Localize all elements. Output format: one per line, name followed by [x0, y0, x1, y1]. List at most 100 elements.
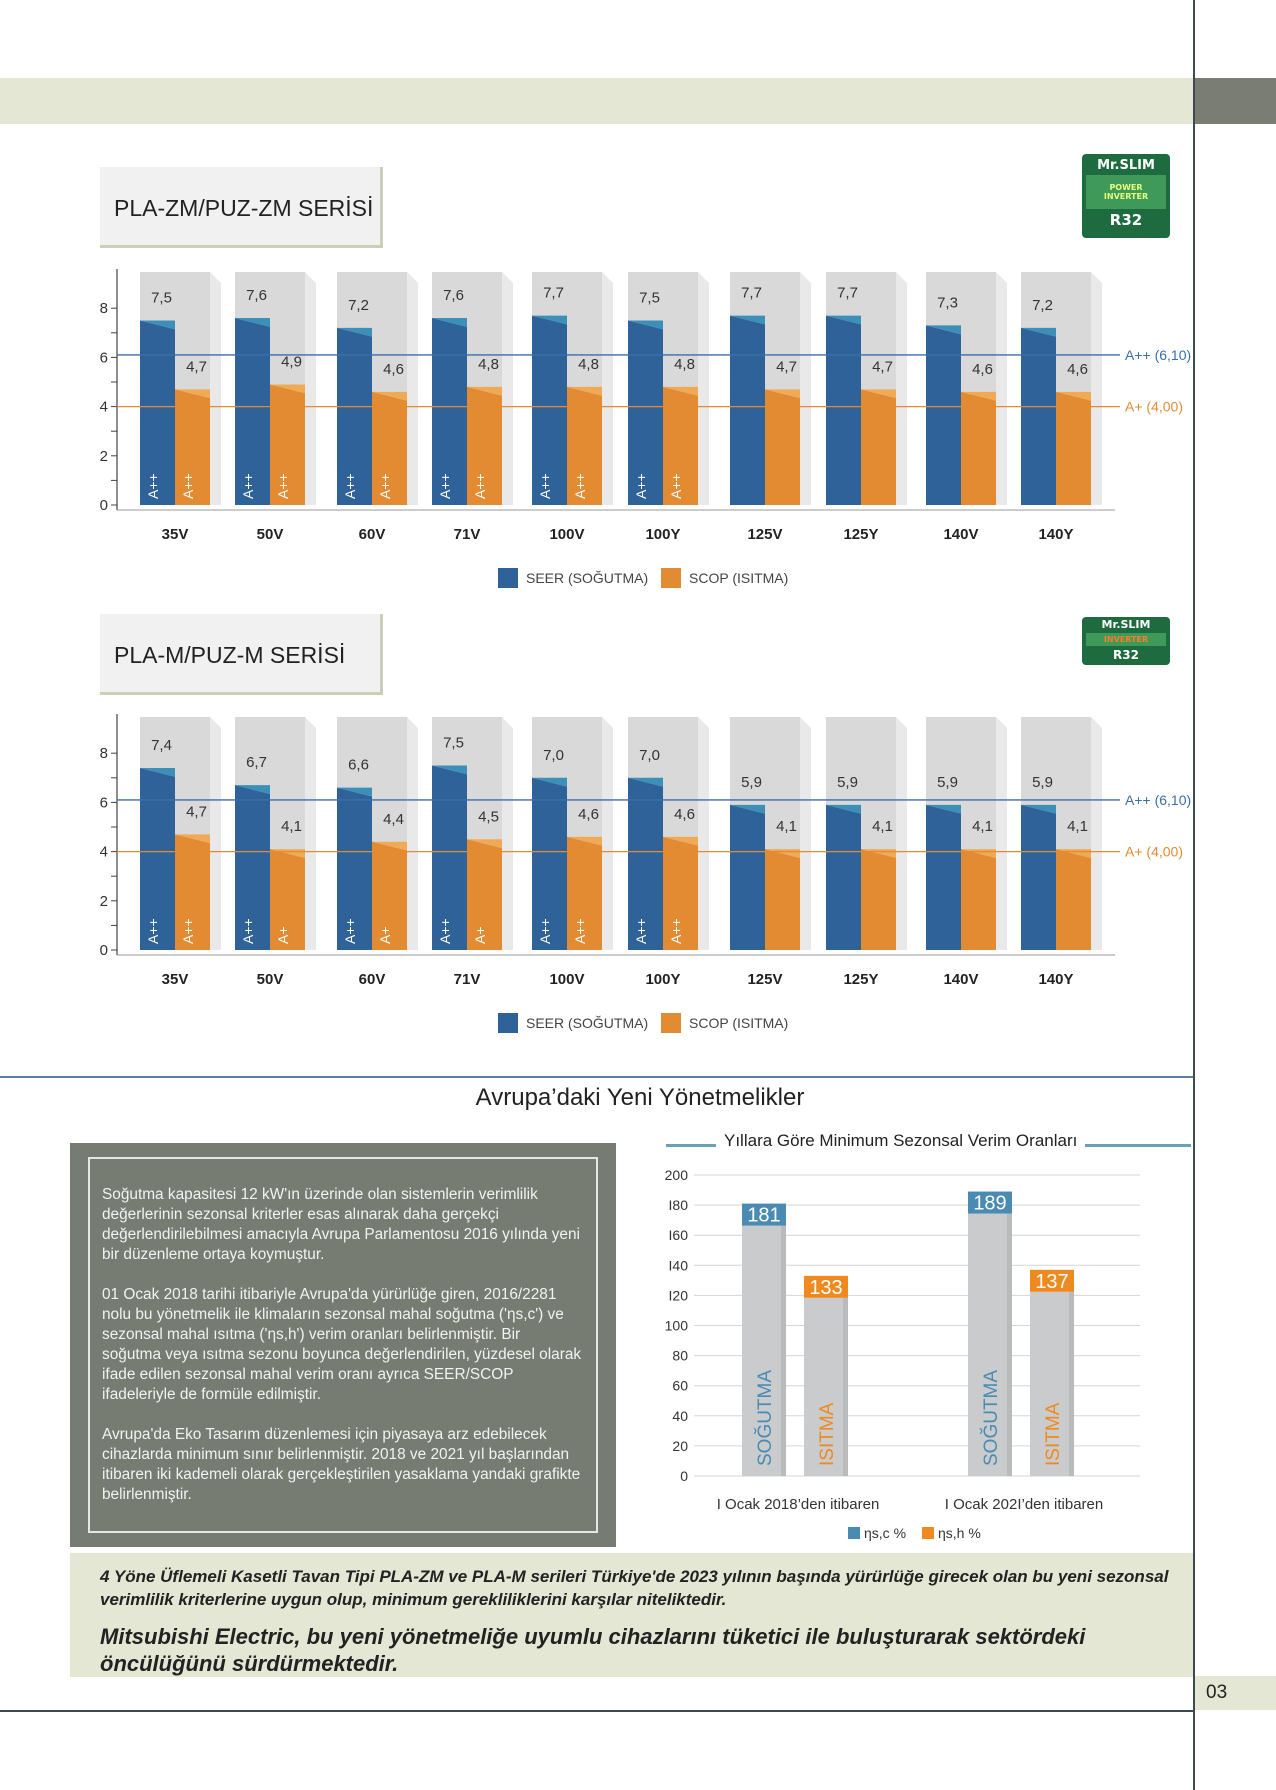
- bar-value: [432, 318, 467, 505]
- legend-label-seer: SEER (SOĞUTMA): [526, 1015, 648, 1031]
- mr-slim-power-inverter-logo: Mr.SLIM POWER INVERTER R32: [1082, 154, 1170, 238]
- logo-subtitle: POWER INVERTER: [1086, 175, 1166, 209]
- bar-top: [567, 836, 602, 846]
- bar-value-label: 4,6: [674, 806, 695, 823]
- bar-value-label: 4,7: [186, 803, 207, 820]
- category-label: 35V: [162, 526, 189, 543]
- bar-value: [532, 777, 567, 950]
- regulations-paragraph-2: 01 Ocak 2018 tarihi itibariyle Avrupa'da…: [102, 1286, 582, 1403]
- reference-line-label: A+ (4,00): [1125, 844, 1183, 860]
- bar-value-label: 6,6: [348, 757, 369, 774]
- bar-value-label: 4,6: [972, 361, 993, 378]
- bar-value: [765, 849, 800, 950]
- bar-value-label: 7,3: [937, 294, 958, 311]
- bar-value: [467, 839, 502, 950]
- logo-brand: Mr.SLIM: [1101, 618, 1151, 631]
- efficiency-bar: [742, 1225, 786, 1476]
- efficiency-bar-cap: [804, 1275, 848, 1298]
- energy-class-label: A++: [668, 473, 684, 499]
- legend-swatch-heating: [922, 1527, 934, 1539]
- bar-value: [372, 841, 407, 950]
- bar-value-label: 7,5: [639, 290, 660, 307]
- bar-value: [1021, 327, 1056, 505]
- bar-side: [996, 272, 1007, 505]
- energy-class-label: A++: [145, 918, 161, 944]
- bar-value: [532, 315, 567, 505]
- bar-value: [270, 384, 305, 505]
- y-tick-label: 0: [680, 1468, 688, 1484]
- energy-class-label: A++: [472, 473, 488, 499]
- bar-value: [337, 787, 372, 950]
- bar-top: [432, 318, 467, 327]
- bar-value: [175, 389, 210, 505]
- bar-value: [1056, 391, 1091, 505]
- y-tick-label: 8: [100, 300, 108, 317]
- bar-value: [926, 804, 961, 950]
- bar-side: [602, 717, 613, 950]
- bottom-rule: [0, 1710, 1193, 1712]
- bar-value-label: 4,6: [383, 361, 404, 378]
- category-label: 71V: [454, 526, 481, 543]
- bar-side: [305, 717, 316, 950]
- category-label: 125V: [747, 971, 782, 988]
- energy-class-label: A++: [437, 473, 453, 499]
- legend-swatch-cooling: [848, 1527, 860, 1539]
- efficiency-value-label: 181: [747, 1205, 780, 1227]
- bar-value: [628, 777, 663, 950]
- bar-value-label: 4,5: [478, 808, 499, 825]
- category-label: 125V: [747, 526, 782, 543]
- bar-value: [861, 389, 896, 505]
- efficiency-bar: [1030, 1291, 1074, 1476]
- bar-value: [432, 765, 467, 950]
- legend-label-cooling: ηs,c %: [864, 1525, 906, 1541]
- bar-top: [926, 804, 961, 814]
- bar-value: [861, 849, 896, 950]
- energy-class-label: A++: [275, 473, 291, 499]
- bar-side: [698, 717, 709, 950]
- category-label: 71V: [454, 971, 481, 988]
- bar-value: [567, 386, 602, 505]
- category-label: 140V: [943, 971, 978, 988]
- y-tick-label: I20: [669, 1287, 689, 1303]
- regulations-paragraph-1: Soğutma kapasitesi 12 kW'ın üzerinde ola…: [102, 1186, 580, 1263]
- bar-value: [961, 849, 996, 950]
- bar-value: [467, 386, 502, 505]
- header-band-accent: [1195, 78, 1276, 124]
- energy-class-label: A++: [180, 918, 196, 944]
- series-title-box-1: PLA-ZM/PUZ-ZM SERİSİ: [100, 167, 383, 248]
- energy-class-label: A++: [572, 473, 588, 499]
- efficiency-bar-label: ISITMA: [1043, 1402, 1064, 1466]
- bar-side: [210, 272, 221, 505]
- y-tick-label: 100: [665, 1318, 689, 1334]
- bar-side: [800, 717, 811, 950]
- energy-class-label: A+: [377, 926, 393, 944]
- bar-top: [372, 841, 407, 851]
- energy-class-label: A+: [472, 926, 488, 944]
- bar-side: [407, 717, 418, 950]
- bar-value-label: 4,7: [776, 358, 797, 375]
- y-tick-label: I80: [669, 1197, 689, 1213]
- efficiency-bar: [804, 1297, 848, 1476]
- bar-side: [502, 272, 513, 505]
- efficiency-bar-cap: [1030, 1269, 1074, 1292]
- bar-value-label: 7,2: [1032, 297, 1053, 314]
- bar-value-label: 4,4: [383, 811, 404, 828]
- reference-line-label: A+ (4,00): [1125, 399, 1183, 415]
- bar-value-label: 7,7: [741, 285, 762, 302]
- bar-side: [896, 717, 907, 950]
- footer-line-2: Mitsubishi Electric, bu yeni yönetmeliğe…: [100, 1624, 1086, 1676]
- energy-class-label: A++: [240, 918, 256, 944]
- y-tick-label: I60: [669, 1227, 689, 1243]
- bar-value-label: 4,1: [872, 818, 893, 835]
- legend-swatch-scop: [661, 568, 681, 588]
- category-label: 125Y: [843, 971, 878, 988]
- efficiency-bar-cap: [968, 1191, 1012, 1214]
- series-title-1: PLA-ZM/PUZ-ZM SERİSİ: [114, 195, 374, 221]
- category-label: 50V: [257, 526, 284, 543]
- header-band: [0, 78, 1195, 124]
- efficiency-bar-label: ISITMA: [817, 1402, 838, 1466]
- legend-swatch-seer: [498, 1013, 518, 1033]
- efficiency-bar-cap: [742, 1203, 786, 1226]
- category-label: 100V: [549, 971, 584, 988]
- bar-value-label: 7,7: [543, 285, 564, 302]
